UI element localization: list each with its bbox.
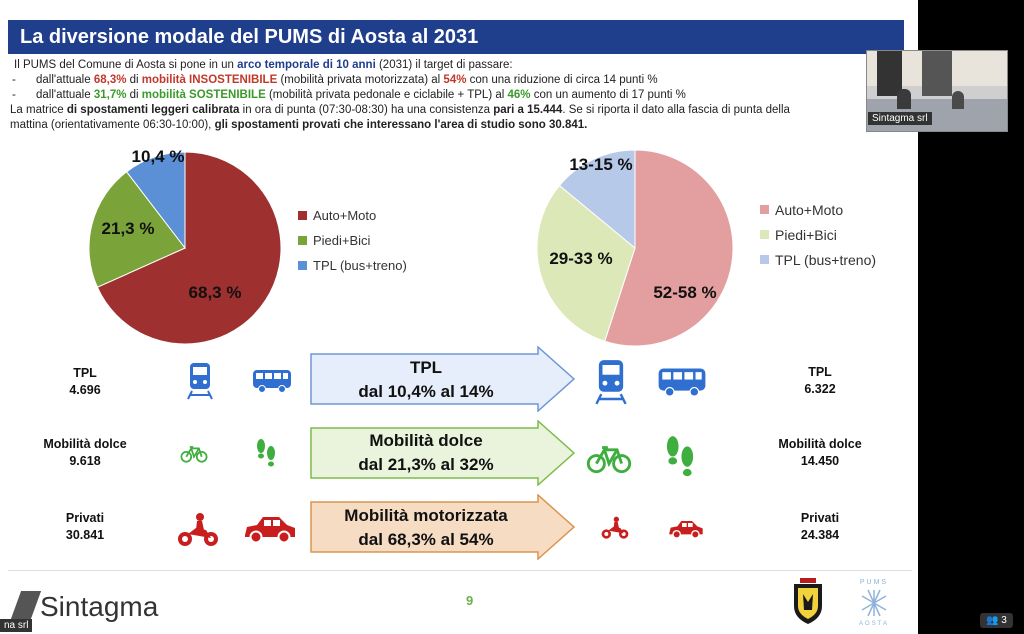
pie-label: 52-58 %: [653, 283, 716, 302]
train-icon: [595, 360, 627, 405]
legend-item-piedi: Piedi+Bici: [298, 228, 407, 253]
motorcycle-icon: [178, 513, 218, 546]
sintagma-logo: Sintagma: [10, 591, 158, 623]
footer-divider: [8, 570, 912, 571]
page-number: 9: [466, 593, 474, 608]
legend-item-tpl: TPL (bus+treno): [298, 253, 407, 278]
left-dolce-label: Mobilità dolce 9.618: [43, 437, 127, 468]
intro-line-1: Il PUMS del Comune di Aosta si pone in u…: [14, 59, 513, 71]
speaker-name: na srl: [0, 619, 33, 632]
footprints-icon: [257, 439, 275, 467]
pie-label: 13-15 %: [569, 155, 632, 174]
bus-icon: [658, 368, 706, 397]
presentation-slide: La diversione modale del PUMS di Aosta a…: [0, 0, 918, 634]
car-icon: [245, 517, 295, 544]
legend-current: Auto+Moto Piedi+Bici TPL (bus+treno): [298, 203, 407, 278]
right-privati-label: Privati 24.384: [800, 511, 840, 542]
bicycle-icon: [180, 446, 208, 463]
legend-target: Auto+Moto Piedi+Bici TPL (bus+treno): [760, 197, 876, 272]
arrow-motorizzata: [310, 494, 576, 560]
right-dolce-label: Mobilità dolce 14.450: [778, 437, 862, 468]
pie-label: 29-33 %: [549, 249, 612, 268]
arrow-dolce: [310, 420, 576, 486]
pie-chart-current: 68,3 % 21,3 % 10,4 %: [88, 148, 282, 345]
car-icon: [669, 521, 703, 539]
bicycle-icon: [586, 446, 632, 474]
intro-line-5: mattina (orientativamente 06:30-10:00), …: [10, 119, 588, 131]
participants-button[interactable]: 👥 3: [980, 613, 1013, 628]
bus-icon: [253, 370, 291, 393]
train-icon: [187, 363, 213, 400]
intro-line-3: dall'attuale 31,7% di mobilità SOSTENIBI…: [8, 88, 908, 103]
legend-item-tpl: TPL (bus+treno): [760, 247, 876, 272]
arrow-tpl-text: TPL dal 10,4% al 14%: [358, 358, 494, 401]
left-tpl-label: TPL 4.696: [69, 366, 101, 397]
right-tpl-label: TPL 6.322: [804, 365, 836, 396]
legend-item-piedi: Piedi+Bici: [760, 222, 876, 247]
pie-slice-piedi-bici: [88, 171, 186, 288]
pie-chart-target: 52-58 % 29-33 % 13-15 %: [536, 149, 734, 347]
sintagma-logo-icon: [10, 591, 42, 619]
intro-line-4: La matrice di spostamenti leggeri calibr…: [10, 104, 790, 116]
slide-title-bar: La diversione modale del PUMS di Aosta a…: [8, 20, 904, 54]
slide-title: La diversione modale del PUMS di Aosta a…: [20, 26, 479, 48]
motorcycle-icon: [601, 516, 629, 539]
pie-slice-tpl-bus-treno-: [125, 151, 186, 250]
pie-label: 10,4 %: [132, 148, 185, 166]
pie-label: 68,3 %: [189, 283, 242, 302]
pie-slice-auto-moto: [96, 151, 282, 345]
footprints-icon: [666, 436, 694, 477]
arrow-tpl: [310, 346, 576, 412]
participant-name: Sintagma srl: [868, 112, 932, 125]
svg-text:PUMS: PUMS: [860, 579, 888, 586]
city-crest-logo: [794, 578, 822, 624]
arrow-dolce-text: Mobilità dolce dal 21,3% al 32%: [358, 431, 494, 474]
pums-aosta-logo: PUMS AOSTA: [859, 579, 889, 626]
legend-item-auto: Auto+Moto: [760, 197, 876, 222]
svg-text:AOSTA: AOSTA: [859, 621, 889, 626]
legend-item-auto: Auto+Moto: [298, 203, 407, 228]
people-icon: 👥: [986, 615, 999, 626]
pie-slice-auto-moto: [604, 149, 734, 347]
intro-text: Il PUMS del Comune di Aosta si pone in u…: [8, 58, 908, 133]
pie-slice-tpl-bus-treno-: [558, 149, 636, 250]
intro-line-2: dall'attuale 68,3% di mobilità INSOSTENI…: [8, 73, 908, 88]
pie-slice-piedi-bici: [536, 184, 636, 342]
left-privati-label: Privati 30.841: [65, 511, 105, 542]
pie-label: 21,3 %: [102, 219, 155, 238]
arrow-motorizzata-text: Mobilità motorizzata dal 68,3% al 54%: [344, 506, 508, 549]
